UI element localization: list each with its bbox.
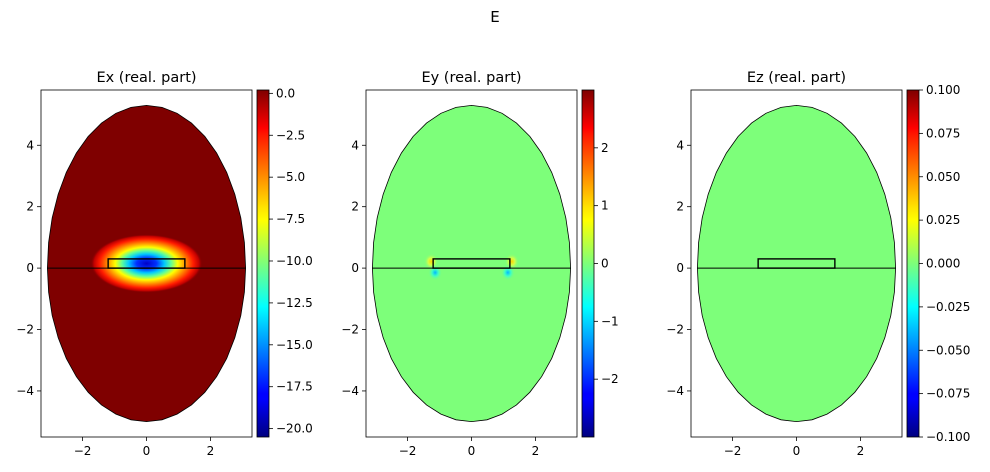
panel-0-title: Ex (real. part): [96, 70, 196, 86]
panel-0-colorbar-tick-label-0: 0.0: [276, 86, 295, 100]
panel-0: Ex (real. part) −2 0 2 −4 −2 0 2 4 0.0 −2.5 −5.0 −7.…: [16, 70, 312, 458]
panel-1-colorbar-tick-label-1: 1: [601, 199, 609, 213]
panel-2-colorbar-tick-label-6: −0.050: [926, 343, 970, 357]
panel-1-hotspot-neg-1: [500, 264, 515, 281]
panel-1-hotspot-neg-0: [428, 264, 443, 281]
panel-0-ytick-label-3: 2: [26, 200, 34, 214]
panel-0-colorbar-tick-label-8: −20.0: [276, 422, 313, 436]
panel-1: Ey (real. part) −2 0 2 −4 −2 0 2 4 2 1 0 −1 −2: [341, 70, 618, 458]
panel-0-colorbar-tick-label-6: −15.0: [276, 338, 313, 352]
panel-0-xtick-label-1: 0: [143, 444, 151, 458]
figure-suptitle: E: [490, 8, 499, 26]
panel-2-ytick-label-2: 0: [676, 261, 684, 275]
panel-2-colorbar: [906, 89, 920, 438]
panel-2-colorbar-tick-label-5: −0.025: [926, 300, 970, 314]
panel-1-xtick-label-2: 2: [532, 444, 540, 458]
panel-1-structure-box: [432, 258, 511, 269]
panel-1-xtick-label-0: −2: [399, 444, 417, 458]
panel-1-colorbar-tick-label-2: 0: [601, 257, 609, 271]
panel-0-xtick-label-0: −2: [74, 444, 92, 458]
panel-1-xtick-label-1: 0: [468, 444, 476, 458]
panel-2-xtick-label-2: 2: [857, 444, 865, 458]
panel-2-field: [697, 105, 896, 422]
panel-2-ytick-label-3: 2: [676, 200, 684, 214]
panel-1-field: [372, 105, 571, 422]
panel-2-colorbar-tick-label-7: −0.075: [926, 387, 970, 401]
panel-2-colorbar-tick-label-4: 0.000: [926, 257, 960, 271]
panel-2-title: Ez (real. part): [747, 70, 846, 86]
panel-1-colorbar: [581, 89, 595, 438]
panel-1-colorbar-tick-label-4: −2: [601, 372, 619, 386]
panel-1-colorbar-tick-label-3: −1: [601, 314, 619, 328]
panel-2-colorbar-tick-label-8: −0.100: [926, 430, 970, 444]
panel-2-colorbar-tick-label-2: 0.050: [926, 170, 960, 184]
panel-0-colorbar-tick-label-7: −17.5: [276, 380, 313, 394]
panel-0-ytick-label-1: −2: [16, 323, 34, 337]
panel-2: Ez (real. part) −2 0 2 −4 −2 0 2 4 0.100 0.075 0.05…: [666, 70, 970, 458]
panel-0-colorbar: [256, 89, 270, 438]
panel-0-ytick-label-2: 0: [26, 261, 34, 275]
panel-2-xtick-label-1: 0: [793, 444, 801, 458]
panel-2-xtick-label-0: −2: [724, 444, 742, 458]
panel-0-colorbar-tick-label-5: −12.5: [276, 296, 313, 310]
panel-1-ytick-label-0: −4: [341, 384, 359, 398]
panel-2-ytick-label-0: −4: [666, 384, 684, 398]
panel-0-ytick-label-4: 4: [26, 138, 34, 152]
panel-2-colorbar-tick-label-3: 0.025: [926, 213, 960, 227]
panel-0-xtick-label-2: 2: [207, 444, 215, 458]
panel-2-ytick-label-1: −2: [666, 323, 684, 337]
panel-1-colorbar-tick-label-0: 2: [601, 141, 609, 155]
panel-2-structure-box: [757, 258, 836, 269]
panel-1-title: Ey (real. part): [421, 70, 521, 86]
panel-1-ytick-label-1: −2: [341, 323, 359, 337]
panel-0-colorbar-tick-label-3: −7.5: [276, 212, 305, 226]
panel-0-colorbar-tick-label-1: −2.5: [276, 128, 305, 142]
panel-0-colorbar-tick-label-4: −10.0: [276, 254, 313, 268]
panel-2-ytick-label-4: 4: [676, 138, 684, 152]
panel-2-colorbar-tick-label-1: 0.075: [926, 126, 960, 140]
panel-1-ytick-label-3: 2: [351, 200, 359, 214]
panel-0-structure-box: [107, 258, 186, 269]
panel-1-ytick-label-4: 4: [351, 138, 359, 152]
panel-0-hotspot: [90, 234, 203, 293]
panel-0-ytick-label-0: −4: [16, 384, 34, 398]
panel-2-colorbar-tick-label-0: 0.100: [926, 83, 960, 97]
panel-0-colorbar-tick-label-2: −5.0: [276, 170, 305, 184]
panel-1-ytick-label-2: 0: [351, 261, 359, 275]
